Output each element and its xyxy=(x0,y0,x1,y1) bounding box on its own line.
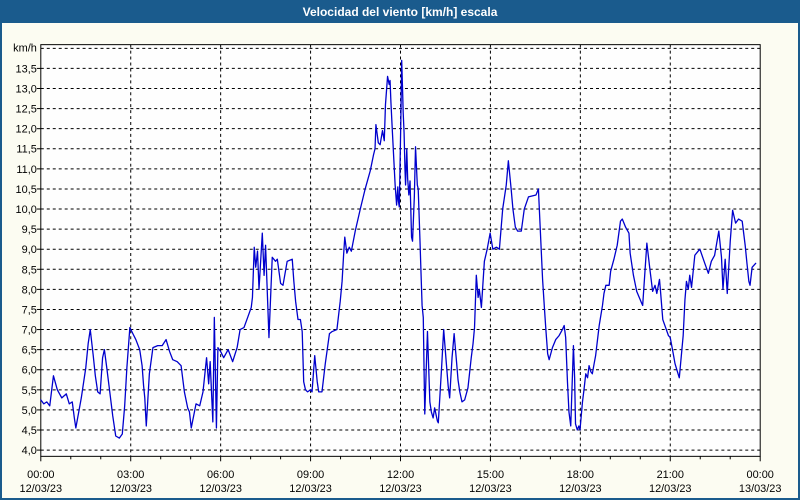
svg-text:4,0: 4,0 xyxy=(22,445,37,457)
chart-title: Velocidad del viento [km/h] escala xyxy=(302,5,498,19)
svg-text:6,0: 6,0 xyxy=(22,365,37,377)
svg-text:4,5: 4,5 xyxy=(22,425,37,437)
y-axis-labels: 13,5 13,0 12,5 12,0 11,5 11,0 10,5 10,0 9,5 9,0 8,… xyxy=(16,63,37,457)
svg-text:12/03/23: 12/03/23 xyxy=(289,483,332,495)
svg-text:00:00: 00:00 xyxy=(27,469,54,481)
svg-text:7,0: 7,0 xyxy=(22,325,37,337)
svg-text:12,0: 12,0 xyxy=(16,124,37,136)
svg-text:10,0: 10,0 xyxy=(16,204,37,216)
y-axis-unit-label: km/h xyxy=(13,43,37,55)
svg-text:12/03/23: 12/03/23 xyxy=(199,483,242,495)
title-bar: Velocidad del viento [km/h] escala xyxy=(2,2,798,23)
svg-text:10,5: 10,5 xyxy=(16,184,37,196)
svg-text:03:00: 03:00 xyxy=(117,469,144,481)
svg-text:8,5: 8,5 xyxy=(22,264,37,276)
svg-text:5,5: 5,5 xyxy=(22,385,37,397)
svg-text:9,0: 9,0 xyxy=(22,244,37,256)
svg-text:00:00: 00:00 xyxy=(747,469,774,481)
svg-text:12/03/23: 12/03/23 xyxy=(559,483,602,495)
svg-text:12,5: 12,5 xyxy=(16,104,37,116)
svg-text:9,5: 9,5 xyxy=(22,224,37,236)
axis-ticks xyxy=(36,67,761,462)
svg-text:5,0: 5,0 xyxy=(22,405,37,417)
svg-text:13,5: 13,5 xyxy=(16,63,37,75)
svg-text:12/03/23: 12/03/23 xyxy=(20,483,63,495)
svg-text:18:00: 18:00 xyxy=(567,469,594,481)
svg-text:11,0: 11,0 xyxy=(16,164,36,176)
svg-text:11,5: 11,5 xyxy=(16,144,36,156)
svg-text:13/03/23: 13/03/23 xyxy=(739,483,782,495)
svg-text:21:00: 21:00 xyxy=(657,469,684,481)
svg-text:8,0: 8,0 xyxy=(22,284,37,296)
svg-text:12/03/23: 12/03/23 xyxy=(469,483,512,495)
svg-text:7,5: 7,5 xyxy=(22,304,37,316)
svg-text:06:00: 06:00 xyxy=(207,469,234,481)
svg-text:6,5: 6,5 xyxy=(22,345,37,357)
svg-text:12:00: 12:00 xyxy=(387,469,414,481)
wind-speed-series-line xyxy=(40,59,757,439)
svg-text:12/03/23: 12/03/23 xyxy=(379,483,422,495)
svg-text:13,0: 13,0 xyxy=(16,83,37,95)
svg-text:12/03/23: 12/03/23 xyxy=(109,483,152,495)
x-axis-labels: 00:00 12/03/23 03:00 12/03/23 06:00 12/03/23 0… xyxy=(20,469,782,495)
svg-text:12/03/23: 12/03/23 xyxy=(649,483,692,495)
svg-text:09:00: 09:00 xyxy=(297,469,324,481)
svg-text:15:00: 15:00 xyxy=(477,469,504,481)
